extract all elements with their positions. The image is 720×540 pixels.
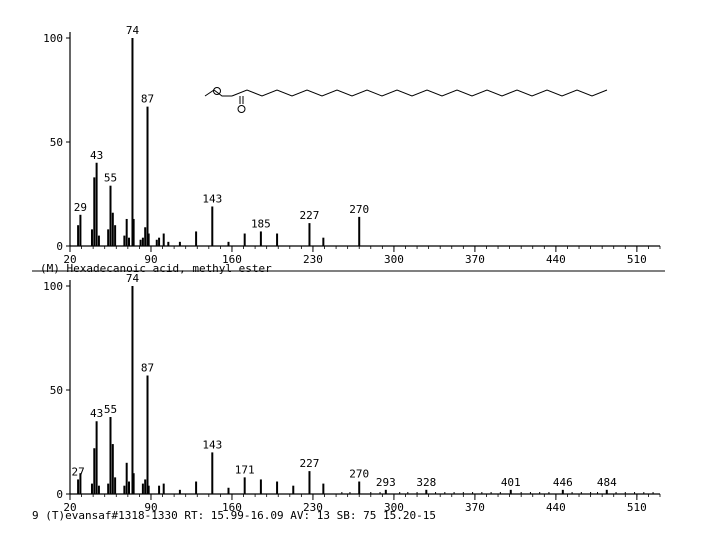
peak-label: 446	[553, 476, 573, 489]
peak-label: 227	[300, 209, 320, 222]
x-tick-label: 440	[546, 501, 566, 514]
peak-label: 87	[141, 361, 154, 374]
peak-label: 29	[74, 201, 87, 214]
peak-label: 270	[349, 203, 369, 216]
spectrum-caption: (M) Hexadecanoic acid, methyl ester	[40, 262, 272, 275]
x-tick-label: 230	[303, 253, 323, 266]
peak-label: 143	[202, 438, 222, 451]
peak-label: 185	[251, 217, 271, 230]
methoxy-bond	[204, 89, 232, 97]
x-tick-label: 90	[144, 501, 157, 514]
peak-label: 74	[126, 272, 140, 285]
sample-spectrum-panel: 0 50 100 20 90 160 230 300 370 440 510 27 43 55 74 87 14…	[32, 272, 661, 522]
x-tick-label: 160	[222, 501, 242, 514]
peak-label: 171	[235, 463, 255, 476]
x-tick-label: 370	[465, 253, 485, 266]
alkyl-chain	[231, 89, 608, 97]
peak-label: 401	[501, 476, 521, 489]
x-tick-label: 510	[627, 501, 647, 514]
x-tick-label: 440	[546, 253, 566, 266]
x-tick-label: 90	[144, 253, 157, 266]
peak-label: 43	[90, 149, 103, 162]
x-tick-label: 230	[303, 501, 323, 514]
peak-label: 293	[376, 476, 396, 489]
x-tick-label: 160	[222, 253, 242, 266]
y-tick-label: 0	[56, 240, 63, 253]
oxygen-atom	[213, 87, 221, 95]
peak-label: 484	[597, 476, 617, 489]
y-tick-label: 0	[56, 488, 63, 501]
y-tick-label: 50	[50, 384, 63, 397]
x-tick-label: 20	[63, 253, 76, 266]
peak-label: 328	[416, 476, 436, 489]
x-tick-label: 370	[465, 501, 485, 514]
oxygen-atom	[237, 105, 246, 113]
x-tick-label: 20	[63, 501, 76, 514]
peak-label: 55	[104, 403, 117, 416]
x-tick-label: 300	[384, 501, 404, 514]
peak-label: 227	[300, 457, 320, 470]
peak-label: 27	[71, 465, 84, 478]
peak-label: 43	[90, 407, 103, 420]
peak-label: 143	[202, 192, 222, 205]
y-tick-label: 100	[43, 280, 63, 293]
spectrum-caption: 9 (T)evansaf#1318-1330 RT: 15.99-16.09 A…	[32, 509, 436, 522]
y-tick-label: 100	[43, 32, 63, 45]
peak-label: 74	[126, 24, 140, 37]
peak-label: 87	[141, 93, 154, 106]
x-tick-label: 300	[384, 253, 404, 266]
peak-label: 55	[104, 172, 117, 185]
y-tick-label: 50	[50, 136, 63, 149]
x-tick-label: 510	[627, 253, 647, 266]
molecule-structure	[204, 87, 608, 113]
peak-label: 270	[349, 468, 369, 481]
